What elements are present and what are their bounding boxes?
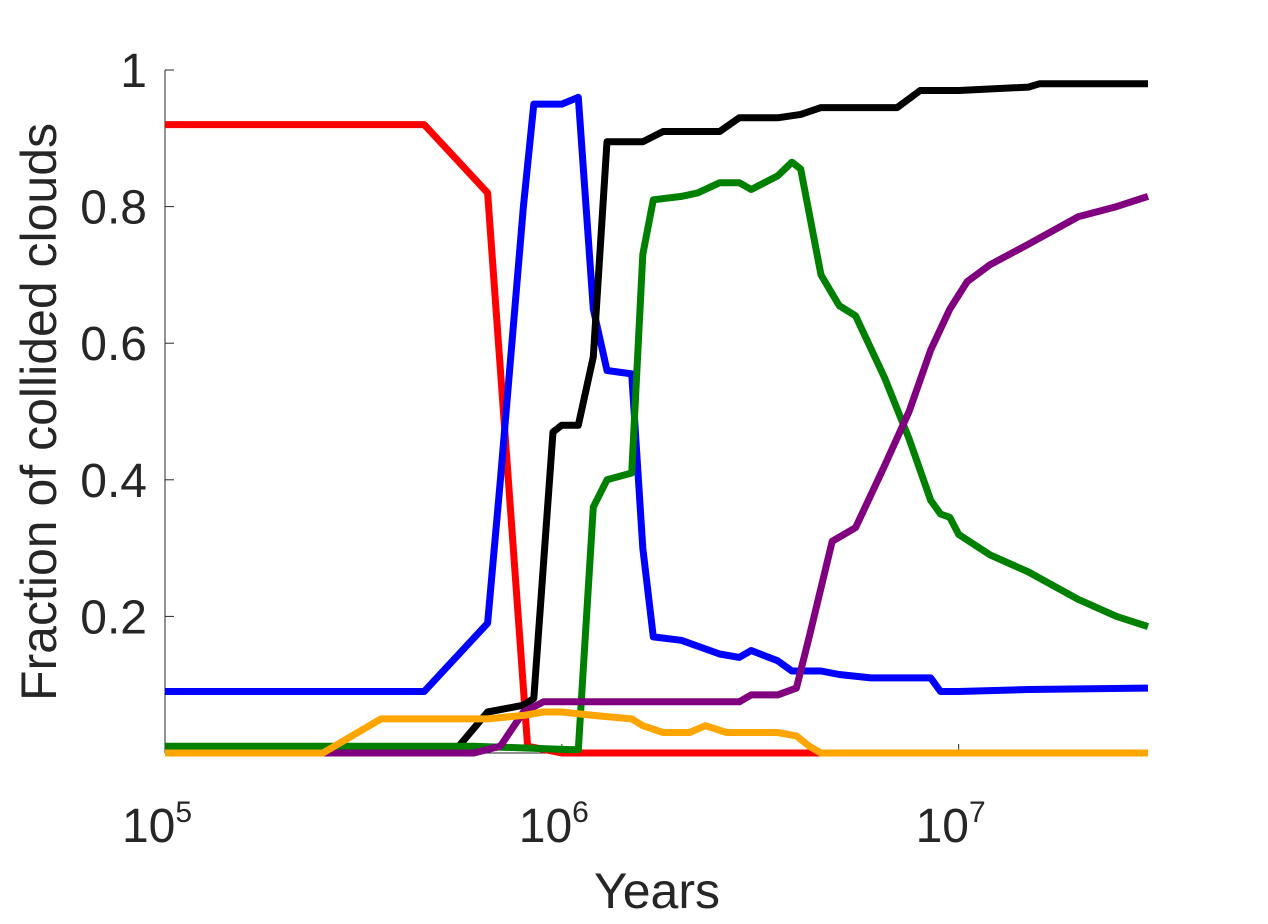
y-tick-label: 1 [120, 45, 147, 98]
series-line [165, 121, 1148, 757]
series-line [165, 93, 1149, 695]
y-tick-label: 0.4 [80, 455, 147, 508]
y-axis-title: Fraction of collided clouds [11, 123, 67, 701]
series-line [165, 708, 1148, 757]
tick-labels: 0.2 0.4 0.6 0.8 1 105 106 107 [80, 45, 985, 853]
y-tick-label: 0.6 [80, 318, 147, 371]
y-tick-label: 0.2 [80, 591, 147, 644]
x-tick-label: 106 [519, 796, 589, 853]
x-axis-title: Years [594, 863, 720, 919]
x-tick-label: 107 [916, 796, 986, 853]
series-line [165, 193, 1150, 757]
y-tick-label: 0.8 [80, 182, 147, 235]
x-tick-label: 105 [122, 796, 192, 853]
series-line [165, 80, 1148, 757]
series-group [165, 80, 1150, 757]
series-line [165, 158, 1150, 754]
